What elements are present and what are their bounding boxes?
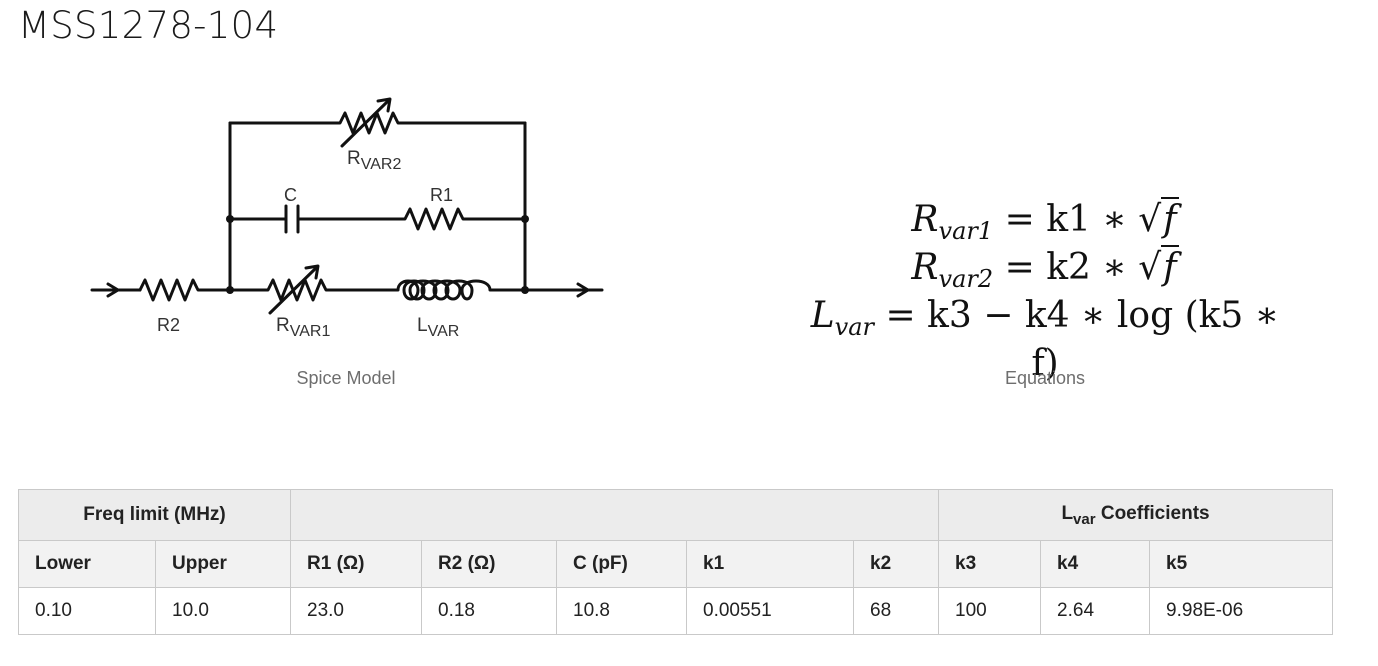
column-header: R2 (Ω): [421, 540, 557, 588]
rvar1-arrow-head: [304, 264, 320, 280]
r2-label: R2: [157, 315, 180, 335]
equations-caption: Equations: [1004, 368, 1086, 388]
equation-rvar2: Rvar2 = k2 ∗ √f: [800, 244, 1290, 292]
spice-model-caption: Spice Model: [296, 368, 396, 388]
rvar1-label: RVAR1: [276, 315, 330, 340]
sqrt-symbol: √f: [1138, 197, 1179, 240]
rvar1-resistor: [228, 278, 390, 302]
table-header-row: Lower Upper R1 (Ω) R2 (Ω) C (pF) k1 k2 k…: [18, 540, 1334, 588]
table-cell: 0.00551: [686, 587, 854, 635]
table-cell: 100: [938, 587, 1042, 635]
rvar2-label: RVAR2: [347, 148, 401, 173]
r2-resistor: [138, 278, 232, 302]
equation-lvar: Lvar = k3 − k4 ∗ log (k5 ∗ f): [810, 295, 1280, 384]
lvar-label: LVAR: [417, 315, 459, 340]
table-cell: 10.8: [556, 587, 687, 635]
column-header: Lower: [18, 540, 156, 588]
table-cell: 9.98E-06: [1149, 587, 1334, 635]
blank-group-header: [289, 489, 940, 541]
page-title: MSS1278-104: [18, 4, 279, 47]
column-header: k2: [852, 540, 940, 588]
lvar-inductor: [386, 279, 527, 301]
c-label: C: [284, 185, 297, 205]
freq-limit-header: Freq limit (MHz): [18, 489, 291, 541]
equation-rvar1: Rvar1 = k1 ∗ √f: [800, 196, 1290, 244]
table-group-row: Freq limit (MHz) Lvar Coefficients: [18, 489, 1334, 541]
table-row: 0.10 10.0 23.0 0.18 10.8 0.00551 68 100 …: [18, 587, 1334, 635]
table-cell: 68: [852, 587, 940, 635]
spice-model-schematic: RVAR2 C R1 R2 RVAR1 LVAR: [90, 97, 604, 340]
column-header: Upper: [155, 540, 291, 588]
rvar2-arrow-line: [340, 99, 390, 148]
rvar2-arrow-head: [376, 97, 392, 113]
sqrt-symbol: √f: [1138, 245, 1179, 288]
column-header: C (pF): [556, 540, 687, 588]
junction-dot: [226, 215, 234, 223]
table-cell: 0.18: [421, 587, 557, 635]
column-header: R1 (Ω): [290, 540, 422, 588]
r1-resistor: [296, 207, 527, 231]
column-header: k4: [1040, 540, 1151, 588]
junction-dot: [226, 286, 234, 294]
table-cell: 0.10: [18, 587, 156, 635]
column-header: k5: [1149, 540, 1334, 588]
input-arrow: [106, 282, 120, 298]
table-cell: 23.0: [290, 587, 422, 635]
column-header: k3: [938, 540, 1042, 588]
lvar-coefficients-header: Lvar Coefficients: [938, 489, 1334, 541]
rvar1-arrow-line: [268, 266, 318, 315]
table-cell: 2.64: [1040, 587, 1151, 635]
rvar2-resistor: [228, 111, 527, 135]
column-header: k1: [686, 540, 854, 588]
spice-parameters-table: Freq limit (MHz) Lvar Coefficients Lower…: [18, 489, 1334, 635]
junction-dot: [521, 286, 529, 294]
junction-dot: [521, 215, 529, 223]
equations-block: Rvar1 = k1 ∗ √f Rvar2 = k2 ∗ √f Lvar = k…: [800, 196, 1290, 388]
output-arrow: [576, 282, 590, 298]
r1-label: R1: [430, 185, 453, 205]
table-cell: 10.0: [155, 587, 291, 635]
